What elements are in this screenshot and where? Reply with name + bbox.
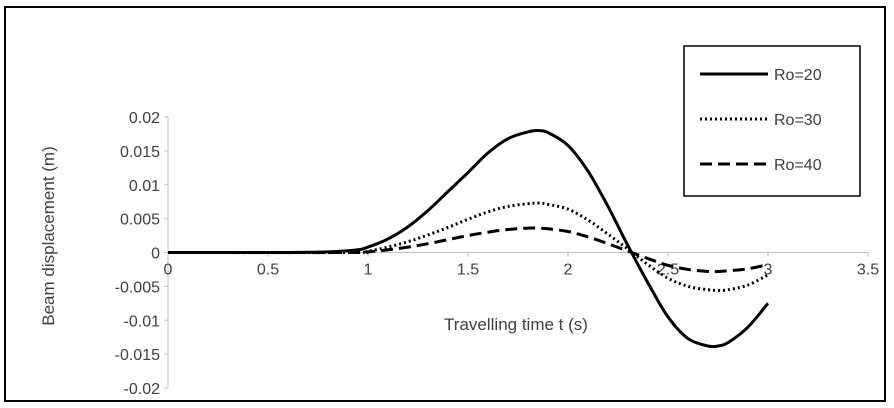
legend-label-1: Ro=20 (774, 67, 822, 84)
legend: Ro=20 Ro=30 Ro=40 (683, 45, 861, 197)
y-tick-labels: 0.02 0.015 0.01 0.005 0 -0.005 -0.01 -0.015 -0.0… (115, 110, 168, 398)
x-tick-label: 0.5 (257, 262, 279, 279)
x-axis-title: Travelling time t (s) (444, 315, 588, 334)
y-tick-label: -0.015 (115, 347, 160, 364)
x-tick-label: 2 (564, 262, 573, 279)
y-axis-title: Beam displacement (m) (39, 146, 58, 326)
y-tick-label: 0.01 (129, 178, 160, 195)
legend-label-3: Ro=40 (774, 157, 822, 174)
y-tick-label: 0.02 (129, 110, 160, 127)
x-tick-label: 1.5 (457, 262, 479, 279)
x-tick-labels: 0 0.5 1 1.5 2 2.5 3 3.5 (164, 252, 879, 279)
y-tick-label: -0.01 (124, 313, 161, 330)
x-tick-label: 0 (164, 262, 173, 279)
x-tick-label: 3 (764, 262, 773, 279)
x-tick-label: 3.5 (857, 262, 879, 279)
legend-label-2: Ro=30 (774, 112, 822, 129)
y-tick-label: -0.005 (115, 279, 160, 296)
series-line-1 (167, 129, 770, 349)
y-tick-label: 0.005 (120, 212, 160, 229)
series-lines (167, 129, 770, 349)
legend-box (683, 45, 861, 197)
y-tick-label: -0.02 (124, 381, 161, 398)
y-tick-label: 0 (151, 246, 160, 263)
series-line-3 (167, 226, 769, 274)
x-tick-label: 1 (364, 262, 373, 279)
y-tick-label: 0.015 (120, 144, 160, 161)
